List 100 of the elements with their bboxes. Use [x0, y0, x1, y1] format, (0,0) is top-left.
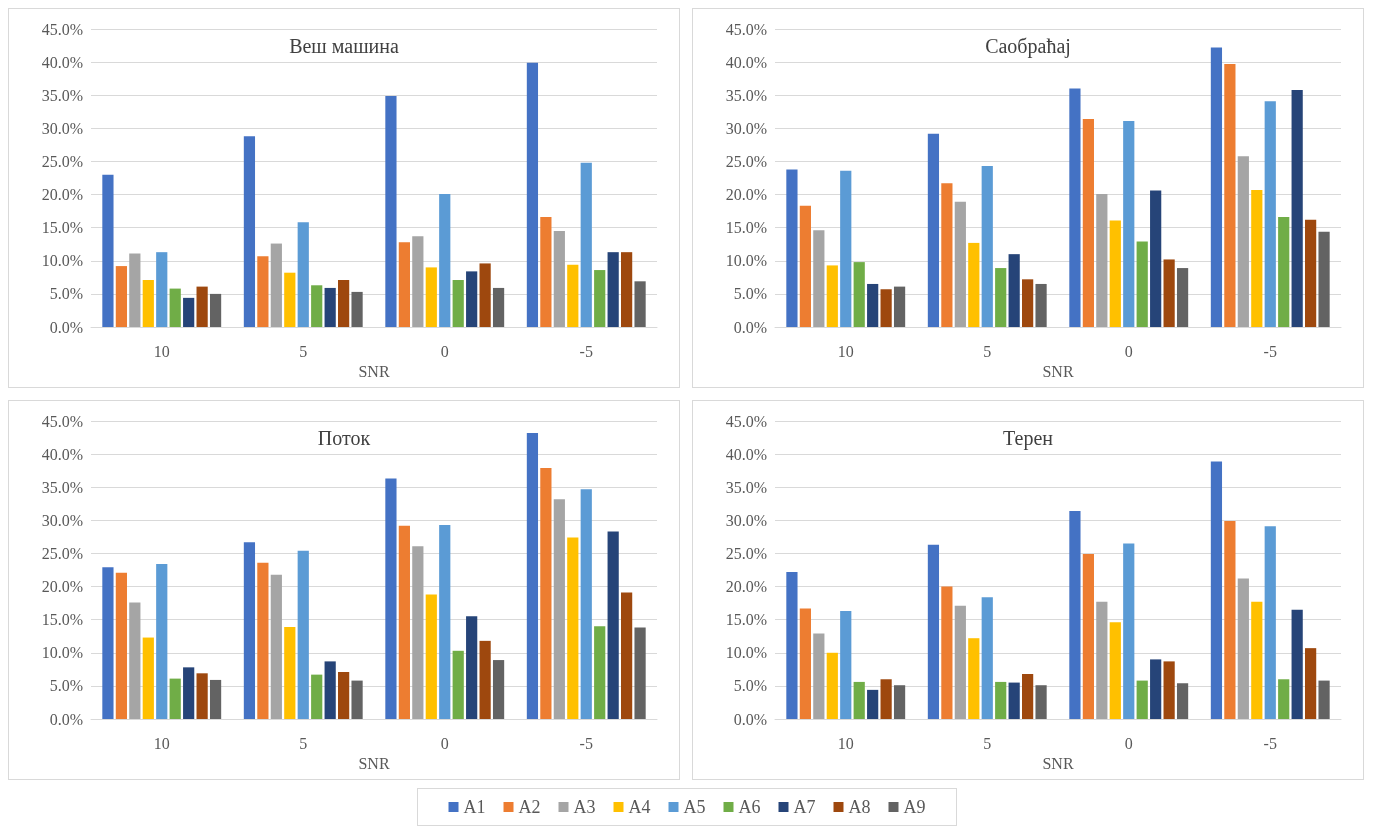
x-tick-label: 0 — [440, 734, 449, 752]
x-axis-title: SNR — [358, 363, 390, 381]
bar — [607, 531, 619, 719]
bar — [284, 272, 296, 327]
bar — [853, 262, 865, 327]
bar — [968, 638, 980, 719]
bar — [941, 183, 953, 327]
bar — [115, 266, 127, 327]
x-tick-label: 5 — [299, 734, 308, 752]
bar — [799, 205, 811, 327]
bar — [209, 293, 222, 327]
bar — [324, 287, 336, 327]
bar — [412, 236, 424, 327]
bar — [1264, 526, 1276, 719]
bar — [311, 285, 323, 327]
x-tick-label: 10 — [153, 734, 170, 752]
bar — [1318, 680, 1330, 719]
bar — [169, 288, 181, 327]
bar — [156, 564, 168, 719]
x-tick-label: 5 — [299, 342, 308, 360]
bar — [492, 660, 505, 719]
bar — [439, 193, 451, 327]
bar — [553, 230, 565, 327]
bar — [1291, 89, 1303, 327]
bar — [968, 242, 980, 327]
x-tick-label: 0 — [440, 342, 449, 360]
y-tick-label: 5.0% — [733, 677, 767, 695]
bar — [351, 291, 363, 327]
x-tick-label: 10 — [837, 734, 854, 752]
bar — [115, 572, 127, 719]
y-tick-label: 25.0% — [725, 544, 767, 562]
x-axis-title: SNR — [358, 755, 390, 773]
y-tick-label: 5.0% — [49, 285, 83, 303]
bar — [183, 667, 195, 719]
bar — [196, 286, 208, 327]
bar — [1237, 156, 1249, 327]
x-tick-label: -5 — [1263, 342, 1277, 360]
x-tick-label: -5 — [579, 734, 593, 752]
y-tick-label: 30.0% — [41, 119, 83, 137]
bar — [880, 289, 892, 327]
bar — [1082, 554, 1094, 719]
bar — [1224, 64, 1236, 327]
bar — [927, 133, 940, 327]
bar — [1305, 648, 1317, 719]
bar — [867, 689, 879, 719]
bar — [567, 264, 579, 327]
y-tick-label: 15.0% — [725, 611, 767, 629]
bar — [580, 489, 592, 719]
bar — [270, 574, 282, 719]
bar — [995, 268, 1007, 327]
bar — [398, 242, 410, 327]
y-tick-label: 15.0% — [41, 611, 83, 629]
bar — [142, 279, 154, 327]
bar — [981, 597, 993, 719]
bar — [1136, 680, 1148, 719]
bar — [634, 281, 646, 327]
y-tick-label: 10.0% — [41, 252, 83, 270]
legend-label: A9 — [903, 797, 926, 817]
x-axis-title: SNR — [1042, 755, 1074, 773]
bar — [1305, 219, 1317, 327]
y-tick-label: 20.0% — [41, 186, 83, 204]
y-tick-label: 45.0% — [41, 412, 83, 430]
bar — [425, 267, 437, 327]
bar — [786, 571, 798, 719]
bar — [1150, 659, 1162, 719]
bar — [607, 252, 619, 327]
bar — [466, 616, 478, 719]
bar — [580, 162, 592, 327]
legend-label: A5 — [683, 797, 706, 817]
bar — [1278, 217, 1290, 327]
y-tick-label: 5.0% — [733, 285, 767, 303]
bar — [257, 562, 269, 719]
bar — [1008, 682, 1020, 719]
y-tick-label: 0.0% — [733, 318, 767, 336]
bar — [385, 95, 397, 327]
bar — [981, 166, 993, 327]
chart-title: Саобраћај — [985, 35, 1071, 58]
x-tick-label: -5 — [1263, 734, 1277, 752]
y-tick-label: 15.0% — [41, 219, 83, 237]
bar — [142, 637, 154, 719]
bar — [995, 681, 1007, 719]
bar — [1318, 231, 1330, 327]
bar — [1278, 679, 1290, 719]
bar — [1264, 101, 1276, 327]
bar — [297, 550, 309, 719]
legend-label: A6 — [738, 797, 761, 817]
bar — [840, 170, 852, 327]
bar — [567, 537, 579, 719]
bar — [1022, 673, 1034, 719]
bar — [385, 478, 397, 719]
bar — [1291, 609, 1303, 719]
y-tick-label: 10.0% — [725, 644, 767, 662]
bar — [452, 650, 464, 719]
x-tick-label: -5 — [579, 342, 593, 360]
x-tick-label: 10 — [837, 342, 854, 360]
y-tick-label: 5.0% — [49, 677, 83, 695]
bar — [1069, 511, 1081, 719]
bar — [297, 222, 309, 327]
bar — [439, 524, 451, 719]
bar — [196, 673, 208, 719]
